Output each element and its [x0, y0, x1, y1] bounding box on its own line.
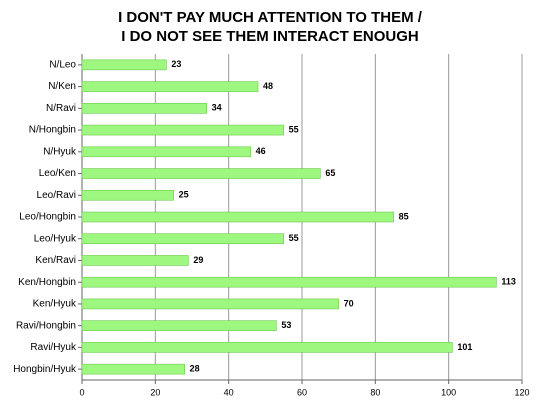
bar — [81, 103, 207, 114]
y-tick-label: Leo/Ravi — [37, 190, 76, 201]
data-label: 65 — [325, 168, 335, 178]
bar — [81, 320, 277, 331]
y-tick-label: Leo/Hongbin — [19, 212, 76, 223]
chart-title: I DO NOT SEE THEM INTERACT ENOUGH — [121, 28, 419, 45]
bar — [81, 168, 321, 179]
bar — [81, 255, 189, 266]
data-label: 101 — [457, 342, 472, 352]
y-tick-label: Ravi/Hyuk — [30, 342, 77, 353]
data-label: 34 — [212, 103, 222, 113]
bar — [81, 276, 497, 288]
bar — [81, 363, 185, 375]
y-tick-label: N/Leo — [49, 60, 76, 71]
bar — [81, 211, 394, 223]
x-tick-label: 20 — [150, 387, 160, 397]
x-tick-label: 60 — [297, 387, 307, 397]
data-label: 85 — [399, 211, 409, 221]
y-tick-label: N/Hongbin — [29, 125, 76, 136]
x-tick-label: 100 — [441, 387, 456, 397]
x-tick-label: 0 — [79, 387, 84, 397]
bar — [81, 81, 259, 92]
chart-title: I DON'T PAY MUCH ATTENTION TO THEM / — [118, 9, 423, 26]
x-tick-label: 40 — [224, 387, 234, 397]
y-tick-label: N/Hyuk — [43, 146, 77, 157]
data-label: 29 — [193, 255, 203, 265]
data-label: 53 — [281, 320, 291, 330]
data-label: 48 — [263, 81, 273, 91]
bar — [81, 146, 251, 158]
y-tick-label: Ken/Hyuk — [33, 299, 77, 310]
y-tick-label: N/Ken — [48, 81, 76, 92]
bar — [81, 342, 453, 353]
bar — [81, 124, 284, 136]
bar — [81, 298, 339, 310]
bar — [81, 59, 167, 71]
data-label: 23 — [171, 59, 181, 69]
y-tick-label: Ken/Hongbin — [18, 277, 76, 288]
bar — [81, 189, 174, 201]
x-tick-label: 120 — [514, 387, 529, 397]
data-label: 55 — [289, 233, 299, 243]
y-tick-label: Hongbin/Hyuk — [13, 364, 77, 375]
data-label: 28 — [190, 364, 200, 374]
data-label: 113 — [501, 277, 516, 287]
y-tick-label: Ken/Ravi — [35, 255, 76, 266]
data-label: 46 — [256, 146, 266, 156]
y-tick-label: Leo/Hyuk — [34, 233, 77, 244]
y-tick-label: N/Ravi — [46, 103, 76, 114]
y-tick-label: Leo/Ken — [39, 168, 76, 179]
y-tick-label: Ravi/Hongbin — [16, 320, 76, 331]
data-label: 55 — [289, 124, 299, 134]
x-tick-label: 80 — [370, 387, 380, 397]
bar — [81, 233, 284, 245]
data-label: 25 — [179, 190, 189, 200]
data-label: 70 — [344, 298, 354, 308]
